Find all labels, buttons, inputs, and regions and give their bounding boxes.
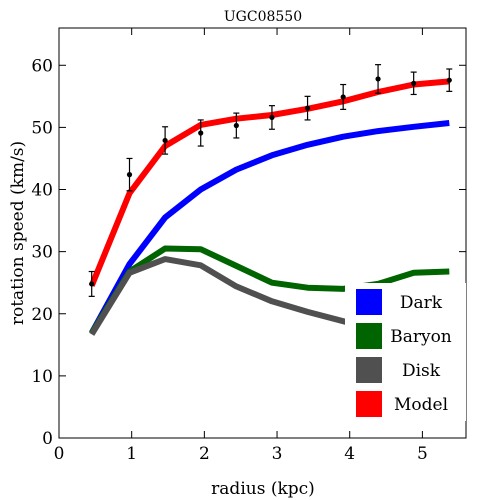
series-line-dark	[89, 120, 450, 335]
series-line-baryon	[89, 245, 450, 335]
x-tick-label: 0	[54, 444, 65, 464]
legend-swatch-disk	[356, 357, 382, 383]
x-axis-title: radius (kpc)	[211, 479, 315, 499]
data-point	[340, 94, 346, 100]
observed-data-points	[88, 64, 453, 297]
data-point	[446, 77, 452, 83]
y-axis-title: rotation speed (km/s)	[8, 141, 28, 325]
y-tick-label: 0	[42, 429, 53, 449]
plot-frame	[58, 27, 467, 439]
y-tick-label: 60	[31, 56, 53, 76]
data-point	[269, 114, 275, 121]
y-tick-label: 50	[31, 118, 53, 138]
data-point	[375, 76, 381, 82]
y-tick-label: 30	[31, 243, 53, 263]
legend-swatch-model	[356, 391, 382, 417]
y-tick-label: 40	[31, 181, 53, 201]
legend-label-model: Model	[394, 395, 448, 415]
y-tick-label: 10	[31, 367, 53, 387]
data-point	[162, 137, 168, 144]
x-tick-label: 2	[199, 444, 210, 464]
x-tick-label: 4	[344, 444, 355, 464]
data-point	[198, 130, 204, 136]
series-line-model	[88, 78, 450, 287]
x-tick-label: 1	[126, 444, 137, 464]
legend-label-disk: Disk	[402, 361, 441, 381]
legend: Dark Baryon Disk Model	[345, 283, 466, 421]
legend-swatch-baryon	[356, 323, 382, 349]
legend-label-dark: Dark	[400, 293, 443, 313]
data-point	[304, 105, 311, 111]
legend-swatch-dark	[356, 289, 382, 315]
data-point	[89, 281, 95, 287]
chart-title: UGC08550	[224, 9, 302, 25]
data-point	[411, 80, 417, 86]
x-tick-label: 3	[272, 444, 283, 464]
y-tick-label: 20	[31, 305, 53, 325]
x-tick-label: 5	[417, 444, 428, 464]
legend-label-baryon: Baryon	[390, 327, 452, 347]
data-point	[233, 122, 239, 129]
data-point	[126, 172, 133, 178]
